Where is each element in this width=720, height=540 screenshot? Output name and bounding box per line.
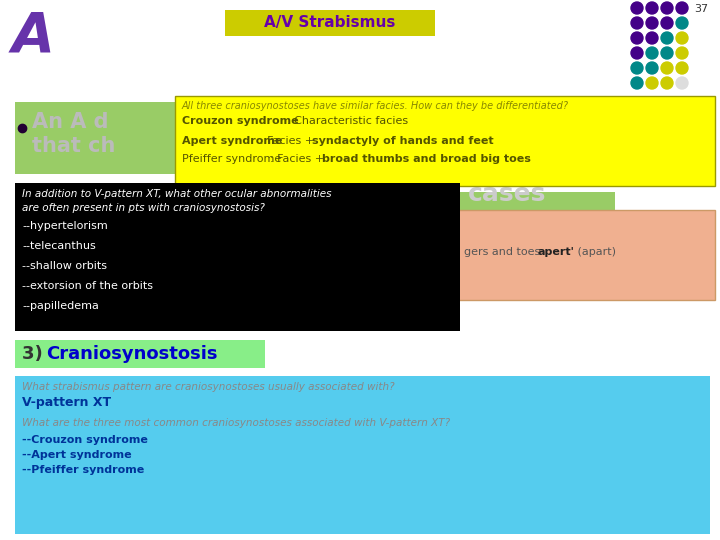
Bar xyxy=(15,376,710,534)
Text: --hypertelorism: --hypertelorism xyxy=(22,221,108,231)
Bar xyxy=(15,183,460,331)
Text: (apart): (apart) xyxy=(574,247,616,257)
Text: apert': apert' xyxy=(538,247,575,257)
Circle shape xyxy=(676,62,688,74)
Bar xyxy=(15,340,265,368)
Text: A: A xyxy=(12,10,55,64)
Circle shape xyxy=(646,62,658,74)
Text: are often present in pts with craniosynostosis?: are often present in pts with craniosyno… xyxy=(22,203,265,213)
Circle shape xyxy=(676,32,688,44)
Text: 37: 37 xyxy=(694,4,708,14)
Circle shape xyxy=(676,77,688,89)
Circle shape xyxy=(676,17,688,29)
Text: Crouzon syndrome: Crouzon syndrome xyxy=(182,116,299,126)
Text: that ch: that ch xyxy=(32,136,115,156)
Circle shape xyxy=(631,32,643,44)
Circle shape xyxy=(661,77,673,89)
Text: tion: tion xyxy=(388,272,444,296)
Text: --papilledema: --papilledema xyxy=(22,301,99,311)
Text: : Facies +: : Facies + xyxy=(260,136,318,146)
Text: 3): 3) xyxy=(22,345,49,363)
Circle shape xyxy=(661,32,673,44)
Text: In addition to V-pattern XT, what other ocular abnormalities: In addition to V-pattern XT, what other … xyxy=(22,189,331,199)
Circle shape xyxy=(676,2,688,14)
Circle shape xyxy=(646,17,658,29)
Text: An A d: An A d xyxy=(32,112,109,132)
Text: : Facies +: : Facies + xyxy=(270,154,328,164)
Text: : Characteristic facies: : Characteristic facies xyxy=(287,116,408,126)
Circle shape xyxy=(631,62,643,74)
Circle shape xyxy=(676,47,688,59)
Text: Craniosynostosis: Craniosynostosis xyxy=(46,345,217,363)
Text: cases: cases xyxy=(468,182,546,206)
Circle shape xyxy=(661,2,673,14)
Bar xyxy=(15,102,705,174)
Circle shape xyxy=(661,17,673,29)
Text: What are the three most common craniosynostoses associated with V-pattern XT?: What are the three most common craniosyn… xyxy=(22,418,450,428)
Text: --telecanthus: --telecanthus xyxy=(22,241,96,251)
Circle shape xyxy=(631,2,643,14)
Text: syndactyly of hands and feet: syndactyly of hands and feet xyxy=(312,136,494,146)
Text: A/V Strabismus: A/V Strabismus xyxy=(264,16,396,30)
Bar xyxy=(15,192,615,292)
Circle shape xyxy=(631,77,643,89)
Text: --extorsion of the orbits: --extorsion of the orbits xyxy=(22,281,153,291)
Circle shape xyxy=(631,47,643,59)
Circle shape xyxy=(631,17,643,29)
Text: All three craniosynostoses have similar facies. How can they be differentiated?: All three craniosynostoses have similar … xyxy=(182,101,569,111)
Bar xyxy=(175,96,715,186)
Text: --Pfeiffer syndrome: --Pfeiffer syndrome xyxy=(22,465,144,475)
Circle shape xyxy=(646,47,658,59)
Text: --Apert syndrome: --Apert syndrome xyxy=(22,450,132,460)
Text: Pfeiffer syndrome: Pfeiffer syndrome xyxy=(182,154,282,164)
Circle shape xyxy=(661,62,673,74)
Text: Apert syndrome: Apert syndrome xyxy=(182,136,282,146)
Circle shape xyxy=(646,77,658,89)
Text: What strabismus pattern are craniosynostoses usually associated with?: What strabismus pattern are craniosynost… xyxy=(22,382,395,392)
Text: --Crouzon syndrome: --Crouzon syndrome xyxy=(22,435,148,445)
Text: broad thumbs and broad big toes: broad thumbs and broad big toes xyxy=(322,154,531,164)
Circle shape xyxy=(646,2,658,14)
Text: V-pattern XT: V-pattern XT xyxy=(22,396,111,409)
Text: gers and toes: gers and toes xyxy=(464,247,544,257)
Bar xyxy=(225,10,435,36)
Circle shape xyxy=(646,32,658,44)
Text: --shallow orbits: --shallow orbits xyxy=(22,261,107,271)
Circle shape xyxy=(661,47,673,59)
Bar xyxy=(458,210,715,300)
